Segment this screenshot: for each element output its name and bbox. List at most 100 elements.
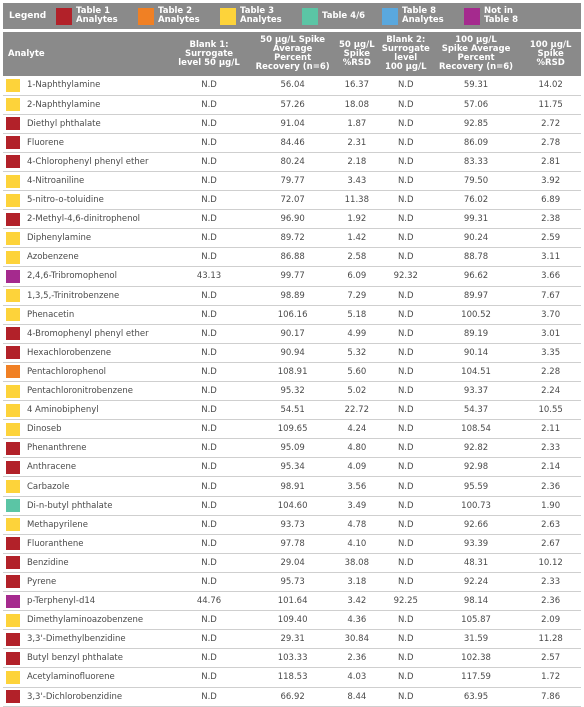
- avg100-value: 83.33: [463, 156, 489, 167]
- blank2-value: N.D: [397, 347, 414, 358]
- blank2-value: N.D: [397, 615, 414, 626]
- avg50-value: 54.51: [280, 405, 305, 416]
- analyte-name: 2,4,6-Tribromophenol: [26, 271, 117, 282]
- blank1-value: 43.13: [196, 271, 222, 282]
- legend-swatch: [302, 7, 318, 25]
- table-category-swatch: [6, 346, 20, 360]
- table-row: Acetylaminofluorene N.D 118.53 4.03 N.D 117.5…: [3, 668, 581, 687]
- avg50-value: 79.77: [280, 176, 305, 187]
- row-swatch-cell: [3, 553, 25, 572]
- blank2-value: N.D: [397, 309, 414, 320]
- avg50-value: 104.60: [277, 500, 308, 511]
- rsd100-value: 2.57: [541, 653, 561, 664]
- rsd100-value: 1.90: [541, 500, 561, 511]
- analyte-name: 4-Chlorophenyl phenyl ether: [26, 156, 149, 167]
- blank2-value: N.D: [397, 366, 414, 377]
- row-swatch-cell: [3, 687, 25, 706]
- legend-label: Table 4/6: [322, 10, 366, 21]
- rsd100-value: 2.59: [541, 233, 561, 244]
- rsd50-value: 22.72: [344, 405, 369, 416]
- avg100-value: 92.24: [463, 576, 489, 587]
- avg100-value: 117.59: [461, 672, 491, 683]
- rsd50-value: 8.44: [347, 691, 367, 702]
- table-category-swatch: [6, 613, 20, 627]
- avg50-value: 109.65: [277, 424, 308, 435]
- table-category-swatch: [6, 136, 20, 150]
- table-row: 4-Nitroaniline N.D 79.77 3.43 N.D 79.50 3.92: [3, 171, 581, 191]
- row-swatch-cell: [3, 572, 25, 591]
- row-swatch-cell: [3, 171, 25, 190]
- table-row: Diphenylamine N.D 89.72 1.42 N.D 90.24 2.59: [3, 229, 581, 248]
- analyte-name: Azobenzene: [26, 252, 79, 263]
- blank1-value: N.D: [201, 424, 217, 435]
- table-category-swatch: [6, 193, 20, 207]
- table-row: Azobenzene N.D 86.88 2.58 N.D 88.78 3.11: [3, 248, 581, 267]
- blank1-value: N.D: [201, 576, 217, 587]
- analyte-name: Pentachloronitrobenzene: [26, 386, 133, 397]
- table-category-swatch: [6, 250, 20, 264]
- analyte-name: Phenanthrene: [26, 443, 87, 454]
- row-swatch-cell: [3, 191, 25, 210]
- rsd100-value: 7.67: [541, 290, 561, 301]
- blank1-value: N.D: [201, 290, 217, 301]
- table-category-swatch: [6, 403, 20, 417]
- rsd100-value: 3.66: [541, 271, 561, 282]
- blank2-value: N.D: [397, 252, 414, 263]
- analyte-name: Methapyrilene: [26, 519, 88, 530]
- avg50-value: 72.07: [280, 195, 305, 206]
- analyte-name: 3,3'-Dichlorobenzidine: [26, 691, 123, 702]
- blank2-value: N.D: [397, 634, 414, 645]
- table-row: Carbazole N.D 98.91 3.56 N.D 95.59 2.36: [3, 477, 581, 497]
- blank2-value: N.D: [397, 424, 414, 435]
- avg50-value: 29.04: [280, 557, 305, 568]
- avg100-value: 63.95: [463, 691, 489, 702]
- avg100-value: 100.73: [461, 500, 491, 511]
- avg100-value: 98.14: [463, 596, 489, 607]
- row-swatch-cell: [3, 534, 25, 553]
- blank2-value: N.D: [397, 328, 414, 339]
- avg100-value: 100.52: [461, 309, 491, 320]
- rsd50-value: 4.78: [347, 519, 367, 530]
- table-category-swatch: [6, 690, 20, 704]
- avg100-value: 90.24: [463, 233, 489, 244]
- avg100-value: 48.31: [463, 557, 489, 568]
- table-header-row: Analyte Blank 1: Surrogate level 50 μg/L…: [3, 32, 581, 76]
- table-row: Anthracene N.D 95.34 4.09 N.D 92.98 2.14: [3, 458, 581, 477]
- row-swatch-cell: [3, 95, 25, 114]
- rsd50-value: 3.42: [347, 596, 367, 607]
- avg50-value: 91.04: [280, 118, 305, 129]
- rsd50-value: 4.80: [347, 443, 367, 454]
- table-category-swatch: [6, 289, 20, 303]
- table-row: Phenacetin N.D 106.16 5.18 N.D 100.52 3.70: [3, 305, 581, 325]
- legend-items: Table 1 Analytes Table 2 Analytes Table 3 …: [56, 7, 536, 25]
- avg100-value: 79.50: [463, 176, 489, 187]
- rsd100-value: 2.36: [541, 481, 561, 492]
- blank1-value: N.D: [201, 386, 217, 397]
- blank2-value: N.D: [397, 99, 414, 110]
- rsd100-value: 2.09: [541, 615, 561, 626]
- rsd50-value: 2.36: [347, 653, 367, 664]
- row-swatch-cell: [3, 152, 25, 171]
- rsd100-value: 11.75: [538, 99, 563, 110]
- table-category-swatch: [6, 594, 20, 608]
- avg100-value: 104.51: [461, 366, 491, 377]
- legend-item: Table 4/6: [302, 7, 380, 25]
- blank2-value: N.D: [397, 195, 414, 206]
- table-row: Methapyrilene N.D 93.73 4.78 N.D 92.66 2.63: [3, 515, 581, 535]
- rsd100-value: 2.28: [541, 366, 561, 377]
- rsd50-value: 38.08: [344, 557, 369, 568]
- avg50-value: 97.78: [280, 538, 305, 549]
- table-row: 4 Aminobiphenyl N.D 54.51 22.72 N.D 54.37 10.5…: [3, 401, 581, 420]
- legend-item: Table 2 Analytes: [138, 7, 218, 25]
- blank1-value: N.D: [201, 328, 217, 339]
- table-row: 1,3,5,-Trinitrobenzene N.D 98.89 7.29 N.D 89.…: [3, 286, 581, 306]
- rsd50-value: 4.03: [347, 672, 367, 683]
- blank2-value: N.D: [397, 462, 414, 473]
- blank1-value: N.D: [201, 405, 217, 416]
- row-swatch-cell: [3, 382, 25, 401]
- row-swatch-cell: [3, 592, 25, 611]
- avg100-value: 96.62: [463, 271, 489, 282]
- legend-item: Table 3 Analytes: [220, 7, 300, 25]
- analyte-name: 3,3'-Dimethylbenzidine: [26, 634, 126, 645]
- blank2-value: 92.32: [393, 271, 418, 282]
